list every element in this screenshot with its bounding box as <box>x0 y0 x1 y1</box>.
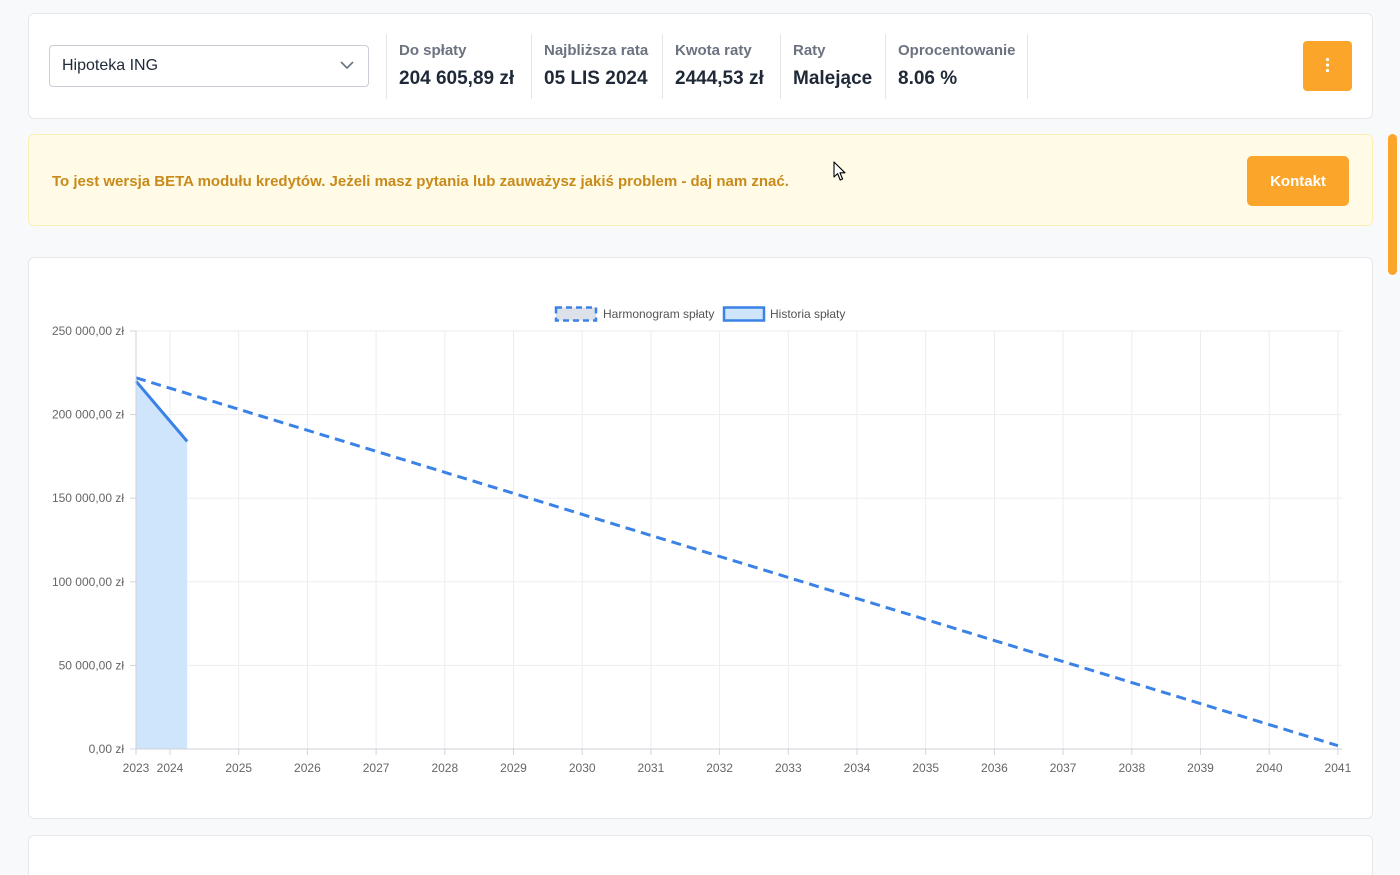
stat-installment-type-label: Raty <box>793 42 826 59</box>
x-tick-label: 2039 <box>1187 761 1214 775</box>
x-tick-label: 2036 <box>981 761 1008 775</box>
grid-lines <box>135 330 1342 750</box>
stat-next-installment: Najbliższa rata 05 LIS 2024 <box>531 34 648 99</box>
beta-banner: To jest wersja BETA modułu kredytów. Jeż… <box>28 134 1373 226</box>
series-area-history <box>136 381 188 749</box>
y-tick-label: 200 000,00 zł <box>52 408 124 422</box>
y-tick-label: 0,00 zł <box>89 742 125 756</box>
scrollbar-thumb[interactable] <box>1388 134 1397 275</box>
x-tick-label: 2029 <box>500 761 527 775</box>
x-tick-label: 2038 <box>1118 761 1145 775</box>
x-tick-label: 2034 <box>844 761 871 775</box>
y-tick-label: 50 000,00 zł <box>59 658 125 672</box>
y-tick-label: 150 000,00 zł <box>52 491 124 505</box>
contact-button[interactable]: Kontakt <box>1247 156 1349 206</box>
legend-label-history[interactable]: Historia spłaty <box>770 307 845 321</box>
stat-remaining-value: 204 605,89 zł <box>399 68 515 89</box>
stat-interest-rate: Oprocentowanie 8.06 % <box>885 34 1028 99</box>
stat-remaining: Do spłaty 204 605,89 zł <box>386 34 514 99</box>
legend-swatch-history[interactable] <box>722 306 766 322</box>
y-tick-label: 250 000,00 zł <box>52 324 124 338</box>
loan-summary-card: Hipoteka ING Do spłaty 204 605,89 zł Naj… <box>28 13 1373 119</box>
stat-interest-rate-label: Oprocentowanie <box>898 42 1016 59</box>
x-tick-label: 2030 <box>569 761 596 775</box>
stat-installment-amount-value: 2444,53 zł <box>675 68 764 89</box>
legend-label-schedule[interactable]: Harmonogram spłaty <box>603 307 714 321</box>
chevron-down-icon <box>340 61 354 70</box>
series-line-history <box>134 380 189 443</box>
stat-interest-rate-value: 8.06 % <box>898 68 958 89</box>
legend-swatch-schedule[interactable] <box>554 306 598 322</box>
chart-legend[interactable]: Harmonogram spłaty Historia spłaty <box>554 306 845 322</box>
stat-installment-amount: Kwota raty 2444,53 zł <box>662 34 764 99</box>
chart-axes: 0,00 zł 50 000,00 zł 100 000,00 zł 150 000,… <box>52 324 1352 775</box>
x-tick-label: 2032 <box>706 761 733 775</box>
y-tick-label: 100 000,00 zł <box>52 575 124 589</box>
vertical-dots-icon <box>1325 57 1330 73</box>
beta-banner-message: To jest wersja BETA modułu kredytów. Jeż… <box>52 173 789 190</box>
x-tick-label: 2024 <box>157 761 184 775</box>
x-tick-label: 2023 <box>123 761 150 775</box>
loan-select[interactable]: Hipoteka ING <box>49 45 369 87</box>
stat-installment-amount-label: Kwota raty <box>675 42 752 59</box>
repayment-chart: 0,00 zł 50 000,00 zł 100 000,00 zł 150 000,… <box>52 306 1352 775</box>
x-tick-label: 2025 <box>225 761 252 775</box>
loan-select-value: Hipoteka ING <box>62 57 159 74</box>
x-tick-label: 2026 <box>294 761 321 775</box>
chart-card: 0,00 zł 50 000,00 zł 100 000,00 zł 150 000,… <box>28 257 1373 819</box>
x-tick-label: 2035 <box>912 761 939 775</box>
bottom-card <box>28 835 1373 875</box>
stat-remaining-label: Do spłaty <box>399 42 467 59</box>
stat-next-installment-value: 05 LIS 2024 <box>544 68 648 89</box>
stat-next-installment-label: Najbliższa rata <box>544 42 649 59</box>
x-tick-label: 2027 <box>363 761 390 775</box>
stat-installment-type-value: Malejące <box>793 68 873 89</box>
x-tick-label: 2037 <box>1050 761 1077 775</box>
chart-series <box>134 376 1339 749</box>
series-line-schedule <box>135 376 1339 748</box>
stat-installment-type: Raty Malejące <box>780 34 872 99</box>
x-tick-label: 2040 <box>1256 761 1283 775</box>
x-tick-label: 2031 <box>638 761 665 775</box>
x-tick-label: 2041 <box>1325 761 1352 775</box>
mouse-cursor-icon <box>833 161 846 181</box>
x-tick-label: 2028 <box>431 761 458 775</box>
x-tick-label: 2033 <box>775 761 802 775</box>
more-options-button[interactable] <box>1303 41 1352 91</box>
